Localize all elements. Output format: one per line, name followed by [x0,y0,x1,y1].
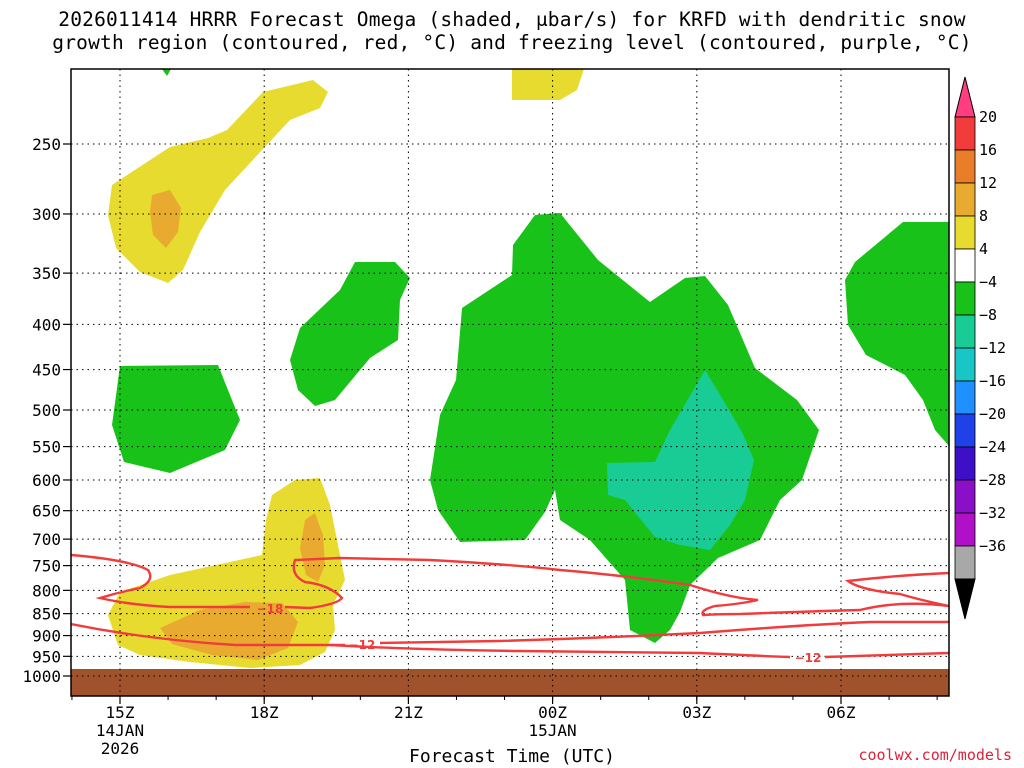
site-credit[interactable]: coolwx.com/models [858,746,1012,764]
x-tick-label: 06Z [827,703,856,722]
colorbar-top-arrow [954,76,976,118]
colorbar-label: −28 [979,471,1006,489]
colorbar-legend: 20 16 12 8 4 −4 −8 −12 −16 −20 −24 −28 −32 −36 [954,76,1006,620]
colorbar-label: −32 [979,504,1006,522]
y-tick-label: 500 [32,401,61,420]
omega-region-green-top-sliver [162,69,171,76]
colorbar-label: −4 [979,273,997,291]
y-tick-label: 950 [32,647,61,666]
colorbar-swatch [954,215,976,250]
colorbar-swatch [954,413,976,448]
y-tick-label: 900 [32,627,61,646]
omega-region-green-right [845,222,949,446]
colorbar-label: 12 [979,174,997,192]
contour-label-minus18: −18 [257,602,284,616]
y-tick-label: 850 [32,605,61,624]
x-tick-label: 15Z [106,703,135,722]
colorbar-swatch [954,512,976,547]
omega-region-green-upper-left [112,365,240,473]
colorbar-swatch [954,248,976,283]
plot-area [71,69,949,696]
colorbar-swatch [954,479,976,514]
y-tick-label: 400 [32,315,61,334]
y-tick-label: 800 [32,581,61,600]
y-tick-label: 550 [32,438,61,457]
contour-label-minus12-a: −12 [349,638,376,652]
colorbar-swatch [954,116,976,151]
grid-lines [71,69,949,696]
colorbar-label: −36 [979,537,1006,555]
y-tick-label: 250 [32,135,61,154]
colorbar-label: −24 [979,438,1006,456]
y-tick-label: 350 [32,264,61,283]
colorbar-swatch [954,182,976,217]
y-tick-label: 600 [32,471,61,490]
x-tick-label: 21Z [394,703,423,722]
colorbar-label: −20 [979,405,1006,423]
y-tick-label: 450 [32,361,61,380]
colorbar-label: −16 [979,372,1006,390]
x-tick-label: 03Z [682,703,711,722]
colorbar-swatch [954,446,976,481]
colorbar-label: 8 [979,207,988,225]
colorbar-bottom-arrow [954,578,976,620]
omega-region-orange-lower-right [300,513,325,582]
contour-minus18 [71,553,949,617]
colorbar-swatch [954,545,976,580]
x-tick-label: 00Z [538,703,567,722]
y-tick-label: 750 [32,557,61,576]
chart-title-line1: 2026011414 HRRR Forecast Omega (shaded, … [58,8,966,31]
chart-title: 2026011414 HRRR Forecast Omega (shaded, … [0,8,1024,54]
omega-region-yellow-top [512,69,584,100]
y-tick-label: 1000 [22,667,61,686]
x-tick-sublabel: 15JAN [529,721,577,740]
colorbar-label: 20 [979,108,997,126]
contour-minus12-upper [71,620,949,647]
colorbar-label: 4 [979,240,988,258]
colorbar-label: −12 [979,339,1006,357]
colorbar-label: −8 [979,306,997,324]
omega-region-orange-upper [150,190,181,248]
colorbar-swatch [954,281,976,316]
y-tick-label: 650 [32,502,61,521]
chart-title-line2: growth region (contoured, red, °C) and f… [52,31,972,54]
x-tick-label: 18Z [250,703,279,722]
plot-frame [70,68,950,697]
x-tick-sublabel: 2026 [101,739,140,758]
y-tick-label: 700 [32,530,61,549]
y-tick-label: 300 [32,205,61,224]
colorbar-label: 16 [979,141,997,159]
y-axis: 250 300 350 400 450 500 550 600 650 700 750 800 850 9… [22,135,71,686]
ground-below-surface [71,669,949,696]
omega-region-green-center [430,213,819,643]
colorbar-swatch [954,380,976,415]
contour-minus12-lower [329,643,949,659]
contour-label-minus12-b: −12 [795,651,822,665]
x-axis-title: Forecast Time (UTC) [409,746,615,767]
colorbar-swatch [954,314,976,349]
omega-region-teal [607,370,754,550]
x-tick-sublabel: 14JAN [96,721,144,740]
colorbar-swatch [954,347,976,382]
colorbar-swatch [954,149,976,184]
